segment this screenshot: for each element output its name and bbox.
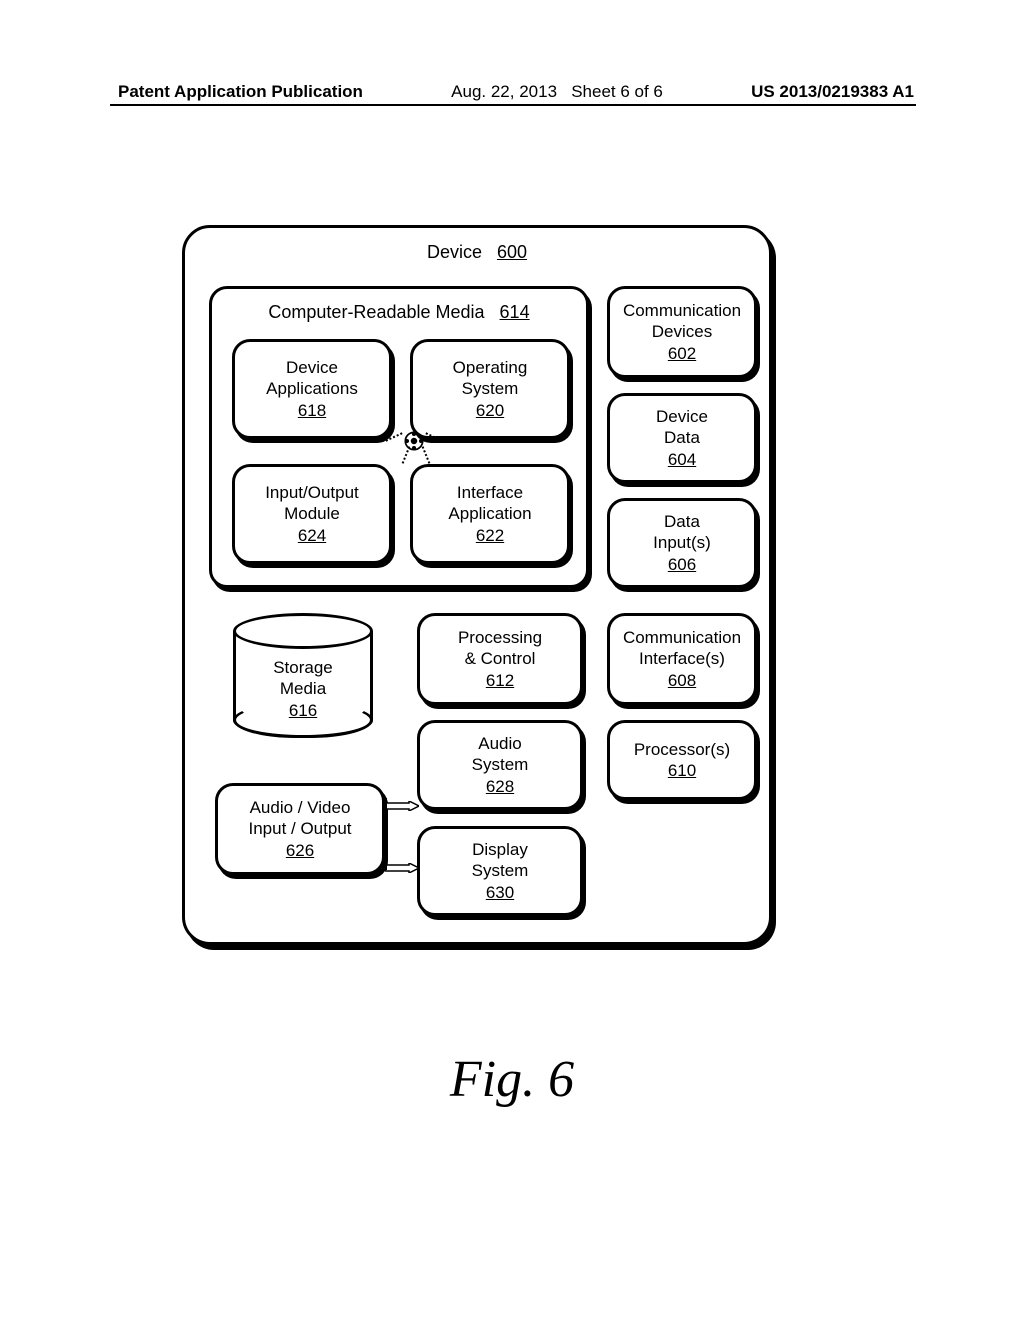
arrow-icon (385, 860, 419, 870)
label-line2: System (472, 754, 529, 775)
label-line2: Module (284, 503, 340, 524)
device-title: Device 600 (185, 242, 769, 263)
label-line2: Input(s) (653, 532, 711, 553)
label-line1: Operating (453, 357, 528, 378)
cylinder-top (233, 613, 373, 649)
header-publication-label: Patent Application Publication (118, 82, 363, 102)
page-header: Patent Application Publication Aug. 22, … (0, 82, 1024, 102)
label-line2: Interface(s) (639, 648, 725, 669)
data-inputs-box: Data Input(s) 606 (607, 498, 757, 588)
ref-number: 618 (298, 400, 326, 421)
label-line1: Input/Output (265, 482, 359, 503)
ref-number: 610 (668, 760, 696, 781)
arrow-icon (385, 798, 419, 808)
crm-title: Computer-Readable Media 614 (268, 301, 529, 324)
ref-number: 608 (668, 670, 696, 691)
ref-number: 630 (486, 882, 514, 903)
header-pub-number: US 2013/0219383 A1 (751, 82, 914, 102)
label-line1: Device (656, 406, 708, 427)
crm-label: Computer-Readable Media (268, 302, 484, 322)
label-line1: Processing (458, 627, 542, 648)
label-line1: Communication (623, 300, 741, 321)
operating-system-box: Operating System 620 (410, 339, 570, 439)
connector-line (383, 798, 389, 870)
device-data-box: Device Data 604 (607, 393, 757, 483)
device-box: Device 600 Computer-Readable Media 614 D… (182, 225, 772, 945)
io-module-box: Input/Output Module 624 (232, 464, 392, 564)
ref-number: 620 (476, 400, 504, 421)
label-line1: Communication (623, 627, 741, 648)
audio-system-box: Audio System 628 (417, 720, 583, 810)
header-sheet: Sheet 6 of 6 (571, 82, 663, 101)
interface-application-box: Interface Application 622 (410, 464, 570, 564)
ref-number: 602 (668, 343, 696, 364)
device-label: Device (427, 242, 482, 262)
header-date-sheet: Aug. 22, 2013 Sheet 6 of 6 (451, 82, 663, 102)
ref-number: 626 (286, 840, 314, 861)
ref-number: 604 (668, 449, 696, 470)
label-line2: Data (664, 427, 700, 448)
processing-control-box: Processing & Control 612 (417, 613, 583, 705)
ref-number: 606 (668, 554, 696, 575)
label-line1: Display (472, 839, 528, 860)
label-line2: Media (280, 679, 326, 698)
label-line2: & Control (465, 648, 536, 669)
device-applications-box: Device Applications 618 (232, 339, 392, 439)
ref-number: 616 (289, 701, 317, 720)
label-line1: Interface (457, 482, 523, 503)
ref-number: 612 (486, 670, 514, 691)
label-line2: Applications (266, 378, 358, 399)
storage-media-cylinder: Storage Media 616 (233, 613, 373, 738)
label-line2: System (472, 860, 529, 881)
communication-interfaces-box: Communication Interface(s) 608 (607, 613, 757, 705)
label-line2: System (462, 378, 519, 399)
ref-number: 628 (486, 776, 514, 797)
block-diagram: Device 600 Computer-Readable Media 614 D… (182, 225, 772, 945)
computer-readable-media-box: Computer-Readable Media 614 Device Appli… (209, 286, 589, 588)
processors-box: Processor(s) 610 (607, 720, 757, 800)
header-rule (110, 104, 916, 106)
label-line2: Devices (652, 321, 712, 342)
label-line1: Data (664, 511, 700, 532)
ref-number: 624 (298, 525, 326, 546)
label-line1: Device (286, 357, 338, 378)
label-line1: Storage (273, 658, 333, 677)
audio-video-io-box: Audio / Video Input / Output 626 (215, 783, 385, 875)
page: Patent Application Publication Aug. 22, … (0, 0, 1024, 1320)
label-line1: Audio (478, 733, 521, 754)
figure-caption: Fig. 6 (0, 1050, 1024, 1109)
cylinder-label: Storage Media 616 (233, 657, 373, 721)
label-line2: Application (448, 503, 531, 524)
communication-devices-box: Communication Devices 602 (607, 286, 757, 378)
crm-number: 614 (500, 302, 530, 322)
label-line2: Input / Output (248, 818, 351, 839)
device-number: 600 (497, 242, 527, 262)
ref-number: 622 (476, 525, 504, 546)
display-system-box: Display System 630 (417, 826, 583, 916)
label-line1: Audio / Video (250, 797, 351, 818)
label-line1: Processor(s) (634, 739, 730, 760)
header-date: Aug. 22, 2013 (451, 82, 557, 101)
